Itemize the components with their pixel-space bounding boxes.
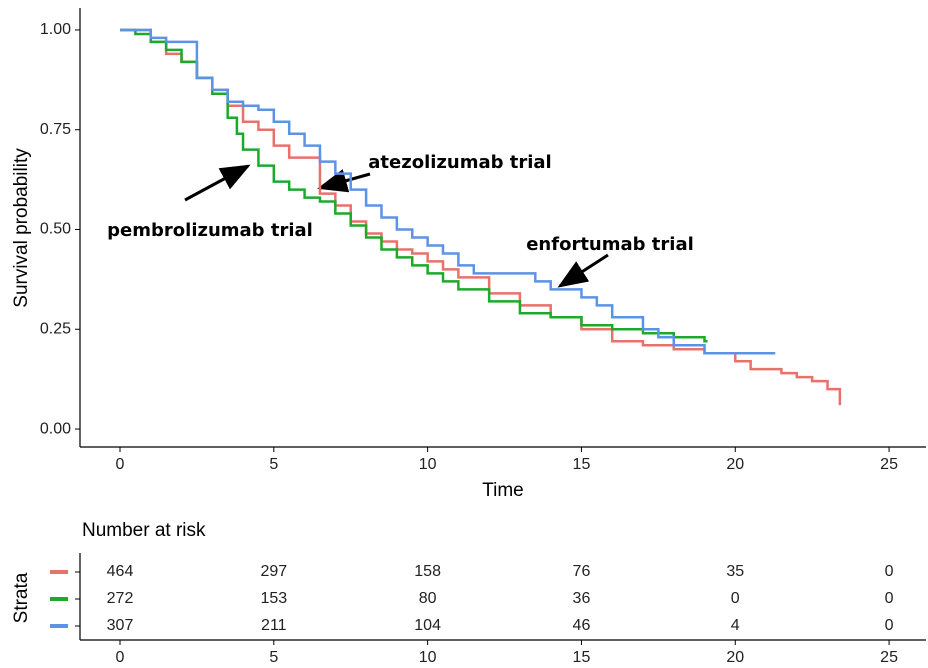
risk-count: 35 xyxy=(726,563,744,580)
risk-count: 0 xyxy=(885,617,894,634)
risk-count: 272 xyxy=(107,590,134,607)
table-x-tick-label: 20 xyxy=(726,649,744,666)
risk-count: 80 xyxy=(419,590,437,607)
risk-count: 158 xyxy=(414,563,441,580)
risk-count: 4 xyxy=(731,617,740,634)
risk-count: 76 xyxy=(573,563,591,580)
y-axis-title: Survival probability xyxy=(11,148,32,308)
risk-count: 0 xyxy=(885,563,894,580)
risk-count: 0 xyxy=(885,590,894,607)
table-x-tick-label: 0 xyxy=(116,649,125,666)
annotation: enfortumab trial xyxy=(526,234,694,255)
table-x-tick-label: 25 xyxy=(880,649,898,666)
risk-count: 46 xyxy=(573,617,591,634)
x-tick-label: 25 xyxy=(880,456,898,473)
arrow xyxy=(317,169,371,193)
x-tick-label: 0 xyxy=(116,456,125,473)
risk-count: 464 xyxy=(107,563,134,580)
x-axis-title: Time xyxy=(482,480,524,501)
arrow xyxy=(184,164,251,202)
arrow xyxy=(557,253,609,288)
y-tick-label: 1.00 xyxy=(40,21,71,38)
x-tick-label: 10 xyxy=(419,456,437,473)
x-tick-label: 15 xyxy=(573,456,591,473)
risk-count: 153 xyxy=(260,590,287,607)
risk-count: 307 xyxy=(107,617,134,634)
x-tick-label: 20 xyxy=(726,456,744,473)
risk-count: 104 xyxy=(414,617,441,634)
table-title: Number at risk xyxy=(82,520,206,541)
y-tick-label: 0.00 xyxy=(40,420,71,437)
y-tick-label: 0.50 xyxy=(40,221,71,238)
risk-count: 36 xyxy=(573,590,591,607)
y-tick-label: 0.25 xyxy=(40,320,71,337)
annotation: pembrolizumab trial xyxy=(107,220,313,241)
risk-count: 297 xyxy=(260,563,287,580)
y-tick-label: 0.75 xyxy=(40,121,71,138)
table-y-title: Strata xyxy=(11,572,32,623)
table-x-tick-label: 5 xyxy=(269,649,278,666)
table-x-tick-label: 10 xyxy=(419,649,437,666)
risk-count: 211 xyxy=(261,617,287,634)
risk-count: 0 xyxy=(731,590,740,607)
annotation: atezolizumab trial xyxy=(368,152,551,173)
table-x-tick-label: 15 xyxy=(573,649,591,666)
survival-curve xyxy=(119,28,842,406)
survival-curve xyxy=(119,28,776,355)
x-tick-label: 5 xyxy=(269,456,278,473)
